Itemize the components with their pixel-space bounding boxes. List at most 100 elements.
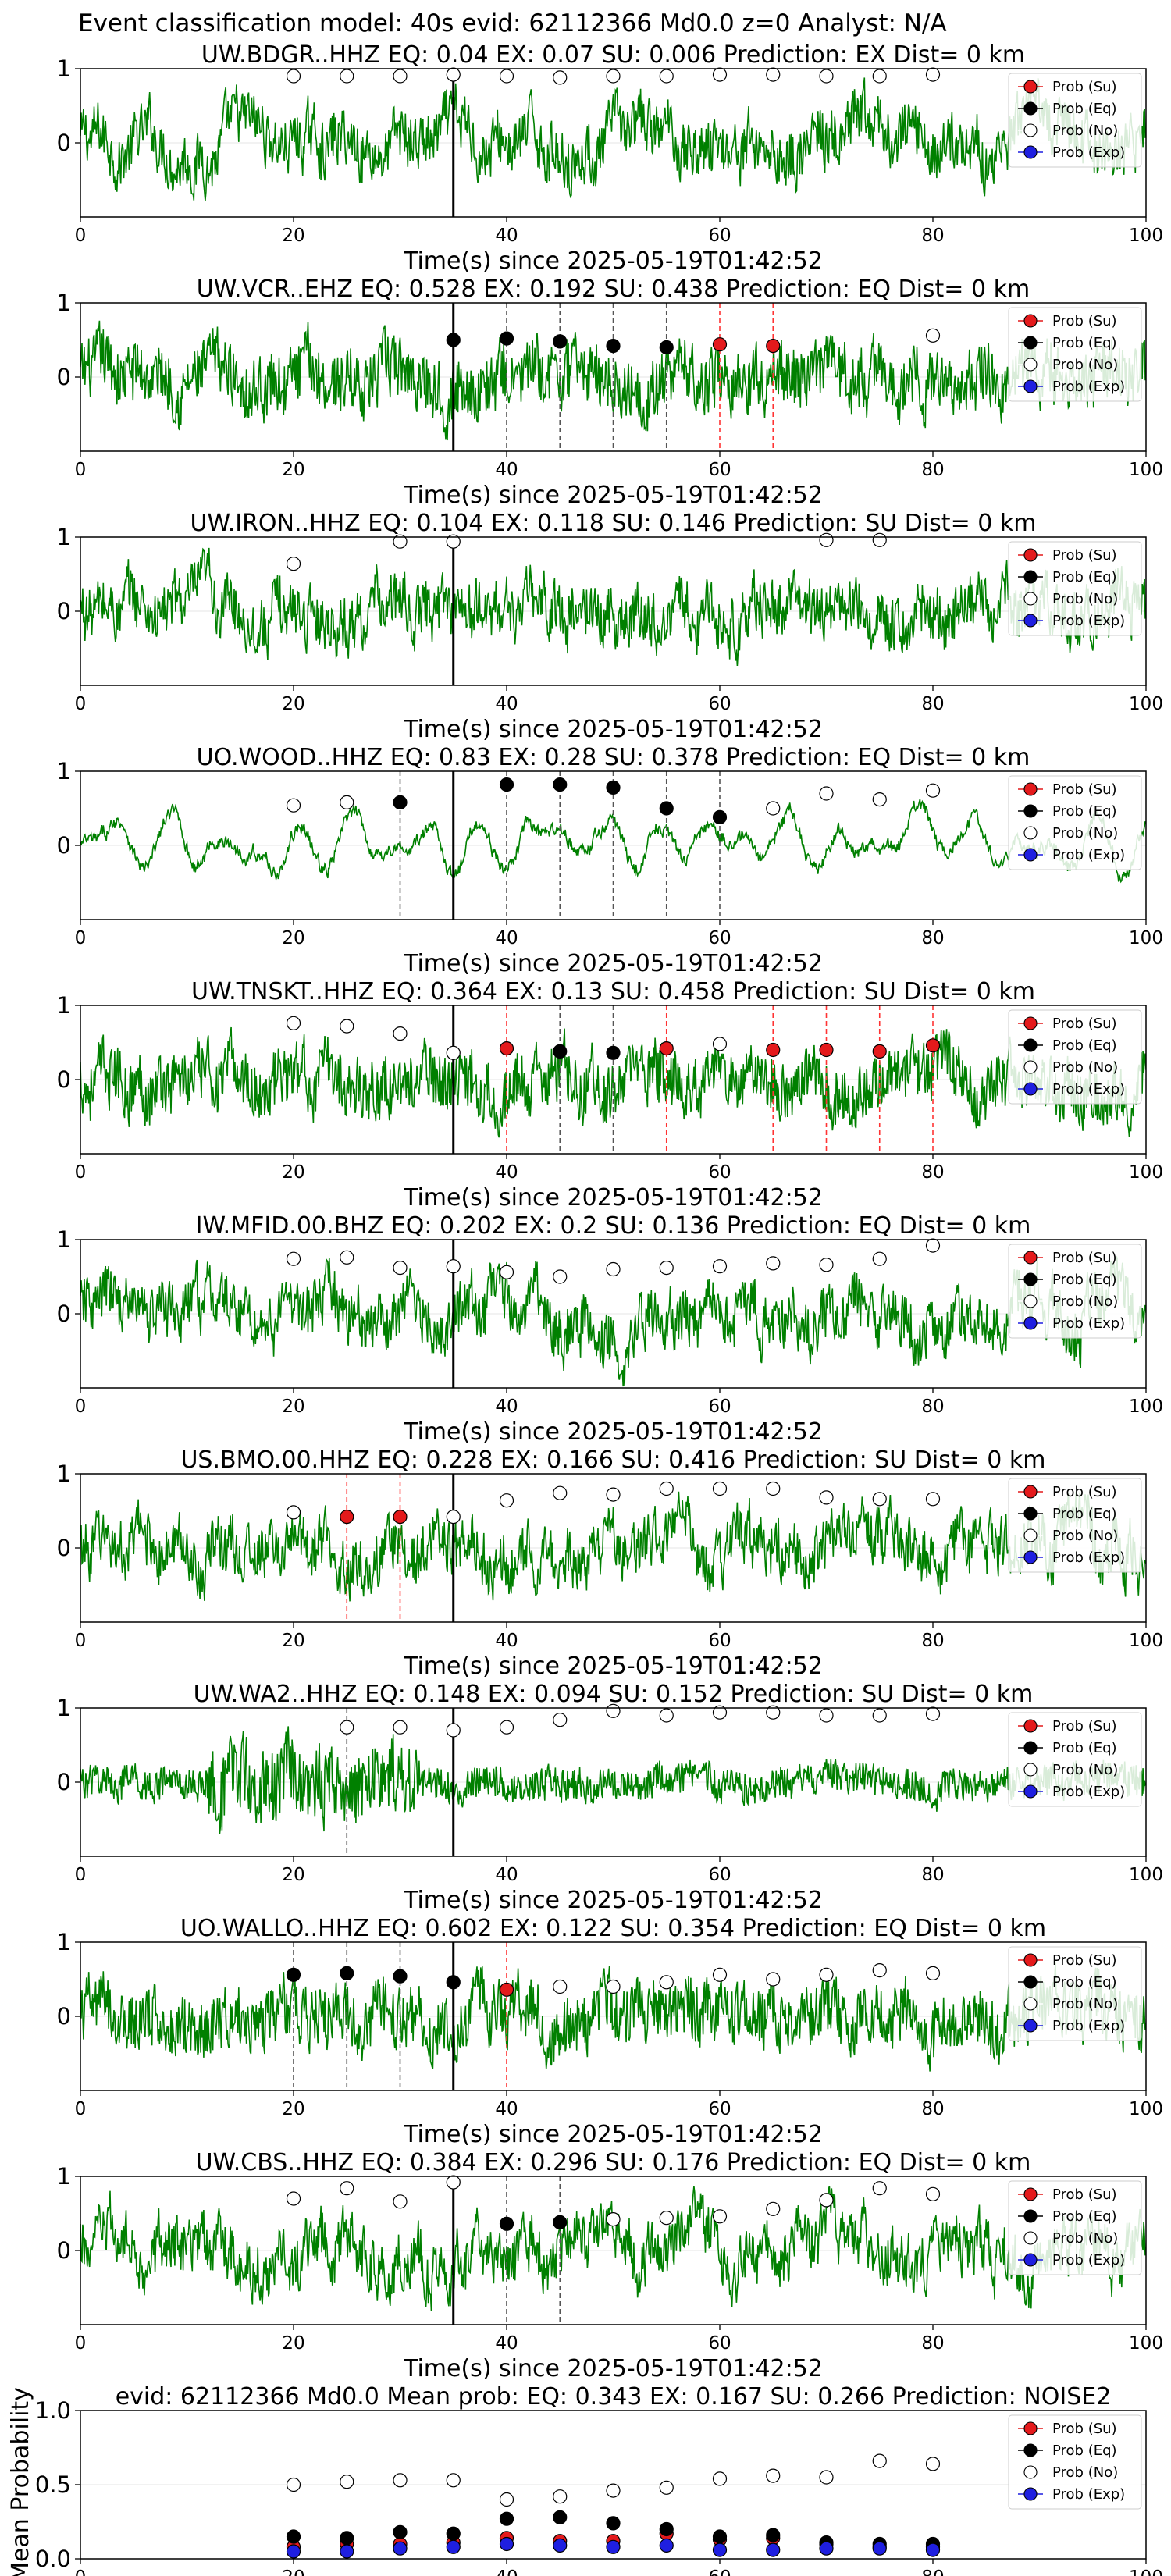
- x-tick-label: 60: [708, 1162, 731, 1183]
- prob-marker-no: [766, 1705, 781, 1720]
- legend-label-su: Prob (Su): [1052, 547, 1117, 564]
- legend-label-exp: Prob (Exp): [1052, 379, 1125, 395]
- prob-marker-no: [606, 2483, 621, 2498]
- legend-label-no: Prob (No): [1052, 2464, 1118, 2481]
- x-tick-label: 80: [921, 1865, 944, 1885]
- prob-marker-no: [819, 532, 834, 547]
- prob-marker-no: [393, 1720, 408, 1735]
- prob-marker-no: [499, 2492, 514, 2507]
- legend-label-eq: Prob (Eq): [1052, 1272, 1117, 1288]
- x-tick-label: 80: [921, 460, 944, 480]
- panel-title: UW.WA2..HHZ EQ: 0.148 EX: 0.094 SU: 0.15…: [194, 1681, 1034, 1708]
- legend-marker-eq: [1023, 1741, 1038, 1755]
- legend-marker-no: [1023, 1294, 1038, 1308]
- prob-marker-no: [766, 67, 781, 82]
- panel-5: UW.TNSKT..HHZ EQ: 0.364 EX: 0.13 SU: 0.4…: [57, 978, 1163, 1212]
- prob-marker-no: [712, 1037, 728, 1051]
- legend-marker-exp: [1023, 379, 1038, 393]
- legend-label-eq: Prob (Eq): [1052, 2208, 1117, 2225]
- legend-box: [1008, 2180, 1142, 2275]
- legend: Prob (Su) Prob (Eq) Prob (No) Prob (Exp): [1008, 1009, 1142, 1105]
- legend-box: [1008, 1009, 1142, 1105]
- plot-area: [80, 1942, 1146, 2090]
- prob-marker-no: [340, 69, 354, 84]
- x-tick-label: 60: [708, 1865, 731, 1885]
- legend-marker-su: [1023, 2187, 1038, 2201]
- legend-marker-su: [1023, 80, 1038, 94]
- prob-marker-no: [606, 2212, 621, 2227]
- prob-marker-no: [286, 2191, 301, 2206]
- legend-marker-no: [1023, 1060, 1038, 1074]
- waveform-trace: [80, 320, 1146, 441]
- waveform-trace: [80, 77, 1146, 201]
- legend: Prob (Su) Prob (Eq) Prob (No) Prob (Exp): [1008, 307, 1142, 402]
- prob-marker-no: [819, 69, 834, 84]
- panel-9: UO.WALLO..HHZ EQ: 0.602 EX: 0.122 SU: 0.…: [57, 1915, 1163, 2148]
- legend-box: [1008, 775, 1142, 870]
- waveform-trace: [80, 547, 1146, 666]
- x-tick-label: 100: [1129, 1631, 1163, 1651]
- x-tick-label: 0: [75, 226, 87, 246]
- legend-label-no: Prob (No): [1052, 123, 1118, 139]
- legend-marker-no: [1023, 826, 1038, 840]
- legend-label-no: Prob (No): [1052, 1762, 1118, 1778]
- prob-marker-no: [712, 67, 728, 82]
- y-tick-label: 0.5: [35, 2471, 71, 2498]
- legend-label-eq: Prob (Eq): [1052, 335, 1117, 351]
- x-tick-label: 80: [921, 928, 944, 948]
- legend-label-no: Prob (No): [1052, 1996, 1118, 2012]
- panel-title: IW.MFID.00.BHZ EQ: 0.202 EX: 0.2 SU: 0.1…: [196, 1212, 1031, 1240]
- x-tick-label: 60: [708, 2099, 731, 2119]
- x-tick-label: 40: [495, 694, 518, 714]
- panel-2: UW.VCR..EHZ EQ: 0.528 EX: 0.192 SU: 0.43…: [57, 276, 1163, 509]
- legend-marker-su: [1023, 2421, 1038, 2435]
- prob-marker-su: [872, 1044, 887, 1059]
- y-tick-label: 1: [57, 1226, 71, 1253]
- legend-marker-su: [1023, 1485, 1038, 1499]
- legend-marker-su: [1023, 548, 1038, 562]
- prob-marker-no: [659, 2211, 674, 2226]
- prob-marker-no: [446, 1259, 461, 1274]
- legend-box: [1008, 1478, 1142, 1573]
- prob-marker-no: [712, 1481, 728, 1496]
- prob-marker-no: [340, 795, 354, 810]
- legend-marker-eq: [1023, 1038, 1038, 1052]
- prob-marker-no: [446, 1045, 461, 1060]
- prob-marker-no: [872, 792, 887, 807]
- x-tick-label: 100: [1129, 2567, 1163, 2576]
- y-tick-label: 0: [57, 598, 71, 624]
- plot-area: [80, 2176, 1146, 2325]
- x-axis-label: Time(s) since 2025-05-19T01:42:52: [403, 2355, 823, 2382]
- y-tick-label: 1.0: [35, 2397, 71, 2424]
- prob-marker-su: [712, 337, 728, 352]
- panel-title: UW.VCR..EHZ EQ: 0.528 EX: 0.192 SU: 0.43…: [197, 276, 1030, 303]
- legend: Prob (Su) Prob (Eq) Prob (No) Prob (Exp): [1008, 1946, 1142, 2041]
- prob-marker-no: [606, 1487, 621, 1502]
- prob-marker-no: [712, 1259, 728, 1274]
- y-axis-label: Mean Probability: [7, 2387, 34, 2576]
- panel-title: UO.WOOD..HHZ EQ: 0.83 EX: 0.28 SU: 0.378…: [197, 744, 1030, 771]
- prob-marker-no: [446, 2473, 461, 2488]
- legend-label-eq: Prob (Eq): [1052, 569, 1117, 585]
- x-tick-label: 20: [282, 2099, 304, 2119]
- prob-marker-eq: [659, 2521, 674, 2537]
- prob-marker-exp: [286, 2544, 301, 2559]
- prob-marker-no: [925, 328, 941, 343]
- prob-marker-no: [766, 801, 781, 816]
- prob-marker-no: [499, 1720, 514, 1735]
- prob-marker-no: [819, 1258, 834, 1272]
- x-tick-label: 100: [1129, 2333, 1163, 2354]
- prob-marker-no: [606, 69, 621, 84]
- prob-marker-no: [659, 1975, 674, 1990]
- legend-label-exp: Prob (Exp): [1052, 613, 1125, 629]
- waveform-trace: [80, 1726, 1146, 1834]
- prob-marker-no: [286, 2477, 301, 2492]
- prob-marker-eq: [766, 2528, 781, 2542]
- legend: Prob (Su) Prob (Eq) Prob (No) Prob (Exp): [1008, 73, 1142, 168]
- y-tick-label: 1: [57, 1461, 71, 1487]
- x-tick-label: 40: [495, 2333, 518, 2354]
- prob-marker-no: [393, 69, 408, 84]
- prob-marker-eq: [499, 2216, 514, 2231]
- x-tick-label: 100: [1129, 460, 1163, 480]
- y-tick-label: 0: [57, 130, 71, 156]
